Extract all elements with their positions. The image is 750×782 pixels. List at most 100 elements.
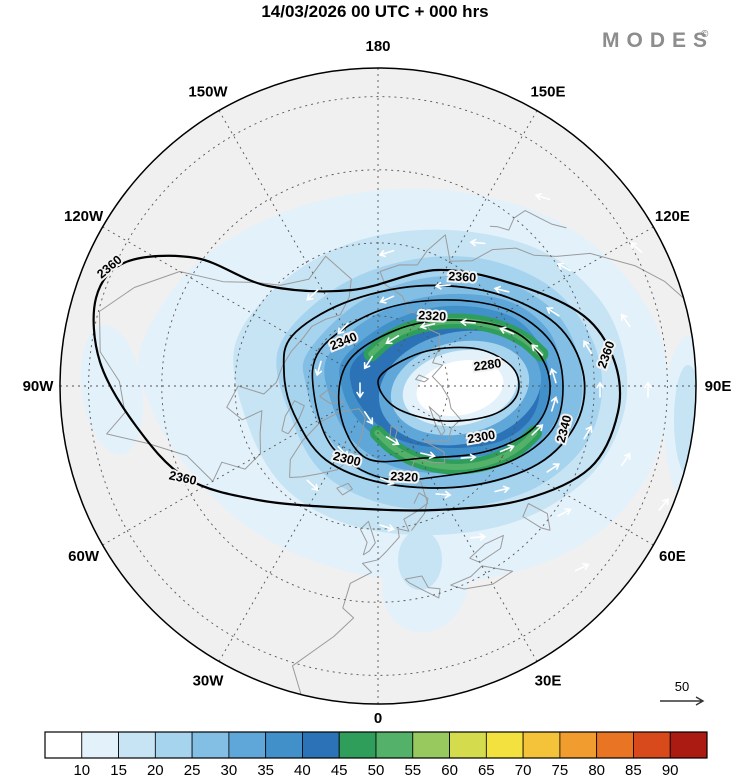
wind-arrow — [499, 444, 515, 453]
colorbar-cell — [118, 731, 156, 759]
colorbar-cell — [81, 731, 119, 759]
colorbar-frame — [44, 731, 708, 759]
brand-logo: MODES — [602, 29, 714, 52]
colorbar-cell — [449, 731, 487, 759]
colorbar-cell — [191, 731, 230, 759]
colorbar-cell — [44, 731, 83, 759]
coastline — [428, 406, 446, 436]
map-graticule — [60, 68, 696, 704]
coastline — [522, 503, 551, 531]
longitude-label-90W: 90W — [23, 378, 55, 395]
coastlines — [99, 210, 685, 695]
colorbar-tick-label: 25 — [184, 762, 201, 779]
wind-arrow — [434, 282, 451, 290]
perimeter-longitude-labels: 180 150E 120E 90E 60E 30E 0 30W 60W 90W 120W 150W — [23, 38, 732, 727]
longitude-label-30W: 30W — [193, 672, 225, 689]
coastline — [415, 374, 429, 383]
longitude-label-150E: 150E — [530, 84, 565, 101]
wind-arrow — [419, 322, 436, 330]
wind-arrow — [644, 381, 652, 398]
shading-patch — [398, 530, 442, 590]
colorbar-tick-label: 65 — [478, 762, 495, 779]
colorbar-cell — [375, 731, 414, 759]
height-contours — [92, 254, 622, 512]
contour-label: 2280 — [473, 356, 503, 374]
colorbar-tick-label: 70 — [515, 762, 532, 779]
colorbar-tick-label: 50 — [368, 762, 385, 779]
chart-title: 14/03/2026 00 UTC + 000 hrs — [261, 2, 488, 21]
wind-arrow — [583, 340, 593, 355]
meridian-line — [412, 405, 654, 546]
meridian-line — [397, 110, 538, 352]
wind-arrow — [531, 344, 544, 356]
coastline — [469, 534, 504, 563]
wind-arrow — [379, 295, 395, 304]
contour-2340 — [282, 284, 586, 489]
wind-arrow — [314, 360, 323, 377]
wind-arrow — [545, 307, 560, 317]
colorbar-tick-label: 55 — [404, 762, 421, 779]
wind-arrow — [550, 396, 559, 412]
wind-arrow — [356, 382, 364, 399]
coastline — [292, 234, 685, 695]
colorbar-tick-label: 75 — [552, 762, 569, 779]
wind-arrow — [493, 285, 510, 294]
vortex-core — [416, 360, 504, 416]
colorbar-tick-label: 45 — [331, 762, 348, 779]
wind-arrow — [469, 238, 486, 247]
brand-copyright-mark: © — [701, 29, 709, 40]
colorbar-tick-label: 90 — [662, 762, 679, 779]
latitude-circle — [307, 315, 449, 457]
wind-arrow — [621, 452, 631, 467]
wind-arrow — [574, 563, 590, 572]
wind-arrow — [534, 193, 551, 201]
meridian-line — [102, 405, 344, 546]
jet-max-core — [374, 429, 538, 471]
meridian-line — [218, 420, 359, 662]
colorbar-tick-label: 15 — [110, 762, 127, 779]
contour-2320 — [311, 299, 564, 481]
wind-arrow — [363, 411, 374, 425]
colorbar-tick-label: 20 — [147, 762, 164, 779]
longitude-label-120W: 120W — [64, 208, 104, 225]
coastline — [489, 210, 567, 231]
contour-2300 — [337, 319, 551, 463]
colorbar-cell — [669, 731, 708, 759]
coastline — [319, 389, 344, 404]
wind-reference: 50 — [660, 679, 705, 706]
colorbar-cell — [412, 731, 450, 759]
coastline — [336, 482, 353, 496]
colorbar-cell — [596, 731, 634, 759]
meridian-line — [397, 420, 538, 662]
latitude-circle — [161, 169, 595, 603]
wind-arrow — [379, 477, 395, 486]
wind-arrow — [658, 498, 669, 511]
wind-arrow — [435, 490, 452, 499]
longitude-label-90E: 90E — [705, 378, 732, 395]
colorbar-cell — [633, 731, 671, 759]
colorbar-cell — [265, 731, 303, 759]
wind-arrow — [556, 262, 572, 272]
wind-arrow — [557, 508, 572, 517]
colorbar-cell — [154, 731, 193, 759]
colorbar-cell — [228, 731, 267, 759]
wind-arrow — [583, 425, 593, 440]
wind-arrow — [596, 381, 604, 398]
wind-arrow — [499, 326, 515, 335]
map-rim — [59, 67, 697, 705]
colorbar-cell — [485, 731, 524, 759]
meridian-line — [218, 110, 359, 352]
wind-arrow — [337, 445, 350, 458]
coastline — [389, 425, 399, 441]
coastline — [281, 400, 305, 435]
wind-arrow — [460, 453, 477, 462]
wind-arrow — [546, 463, 560, 473]
jet-max-core — [368, 317, 544, 357]
contour-2360 — [92, 254, 622, 512]
wind-arrow — [378, 249, 395, 258]
coastline — [359, 520, 376, 556]
wind-arrow — [337, 322, 349, 335]
wind-arrow — [701, 412, 707, 426]
longitude-label-180: 180 — [365, 38, 390, 55]
